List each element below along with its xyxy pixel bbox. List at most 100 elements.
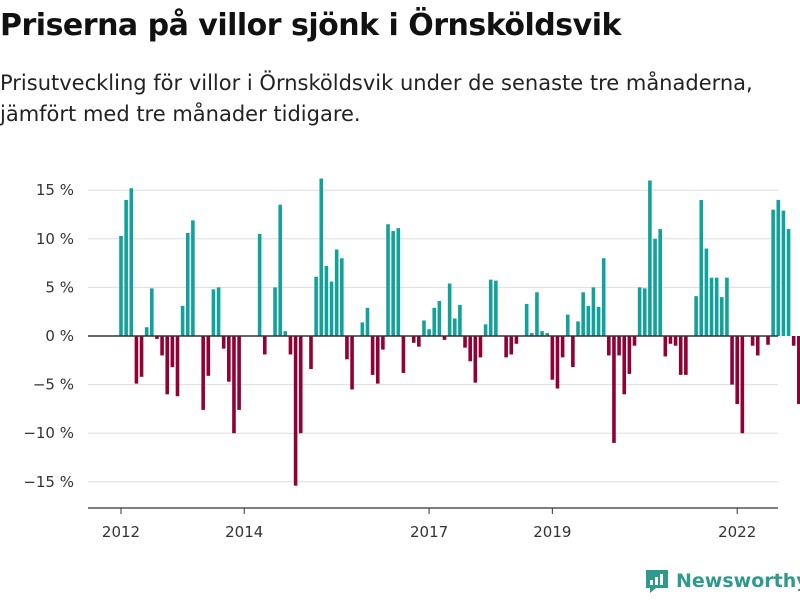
bar [365, 307, 370, 336]
bar [596, 306, 601, 336]
bar [540, 331, 544, 336]
bar [381, 336, 385, 350]
bar [345, 336, 349, 360]
bar [422, 320, 426, 336]
x-tick-label: 2022 [718, 523, 756, 541]
y-tick-label: 0 % [45, 327, 74, 345]
y-tick-label: −5 % [33, 376, 74, 394]
bar [273, 287, 277, 336]
bar [735, 336, 739, 405]
bar [185, 232, 190, 336]
bar [227, 336, 231, 382]
bar [180, 305, 185, 336]
bar [298, 336, 303, 434]
y-tick-label: −15 % [23, 473, 74, 491]
bar [648, 180, 652, 336]
bar [601, 258, 606, 336]
newsworthy-logo: Newsworthy [644, 568, 800, 594]
bar [612, 336, 616, 443]
y-tick-label: −10 % [23, 424, 74, 442]
bar [781, 210, 786, 336]
bar [191, 220, 195, 336]
bar [530, 333, 534, 336]
bar [581, 292, 585, 336]
bar [653, 238, 657, 336]
bar [468, 336, 472, 362]
bar [627, 336, 632, 374]
bar [509, 336, 514, 355]
bar [324, 266, 329, 336]
bar [396, 228, 401, 336]
bar [139, 336, 144, 377]
bar [719, 297, 724, 336]
bar [391, 231, 395, 336]
bar [340, 258, 344, 336]
y-tick-label: 5 % [45, 278, 74, 296]
bar [550, 336, 555, 380]
bar [278, 204, 282, 336]
bar [155, 336, 159, 339]
bar [165, 336, 170, 395]
bar [206, 336, 211, 376]
bar [293, 336, 298, 486]
bar [375, 336, 380, 384]
bar [694, 296, 698, 336]
bar [175, 336, 180, 397]
bar [458, 304, 462, 336]
bar [740, 336, 745, 434]
bar [319, 178, 324, 336]
bar [201, 336, 205, 410]
bar [776, 199, 781, 336]
bar [386, 224, 390, 336]
bar [452, 318, 457, 336]
bar [791, 336, 796, 346]
bar [755, 336, 760, 356]
bar [709, 277, 714, 336]
bar [607, 336, 611, 356]
x-tick-label: 2012 [102, 523, 140, 541]
bar [699, 199, 704, 336]
bar [463, 336, 467, 348]
bar [555, 336, 560, 389]
bar [442, 336, 447, 340]
bar [725, 277, 729, 336]
bar [309, 336, 313, 370]
bar [417, 336, 421, 347]
bar [797, 336, 800, 405]
bar [545, 333, 550, 336]
bar [478, 336, 483, 358]
bar [637, 287, 642, 336]
bar [576, 321, 580, 336]
bar [560, 336, 565, 358]
bar [663, 336, 668, 357]
brand-name: Newsworthy [676, 570, 800, 592]
bar [771, 209, 775, 336]
bar [494, 280, 498, 336]
bar [524, 303, 529, 336]
bar [437, 301, 442, 336]
bar [535, 292, 539, 336]
bar [283, 331, 288, 336]
bar [591, 287, 596, 336]
bar [473, 336, 478, 383]
chart-subtitle: Prisutveckling för villor i Örnsköldsvik… [0, 71, 753, 126]
bar [216, 287, 221, 336]
bar [370, 336, 375, 375]
bar [350, 336, 354, 390]
bar [401, 336, 406, 373]
bar [360, 322, 365, 336]
bar [257, 233, 262, 336]
bar [432, 307, 437, 336]
bar [668, 336, 673, 344]
bar [134, 336, 139, 384]
bar [514, 336, 519, 344]
bar [622, 336, 627, 395]
bar [642, 288, 647, 336]
bar [129, 188, 134, 336]
chart-title: Priserna på villor sjönk i Örnsköldsvik [0, 8, 621, 43]
bar [714, 277, 719, 336]
bar [288, 336, 293, 355]
bar [211, 289, 216, 336]
bar [658, 229, 662, 336]
